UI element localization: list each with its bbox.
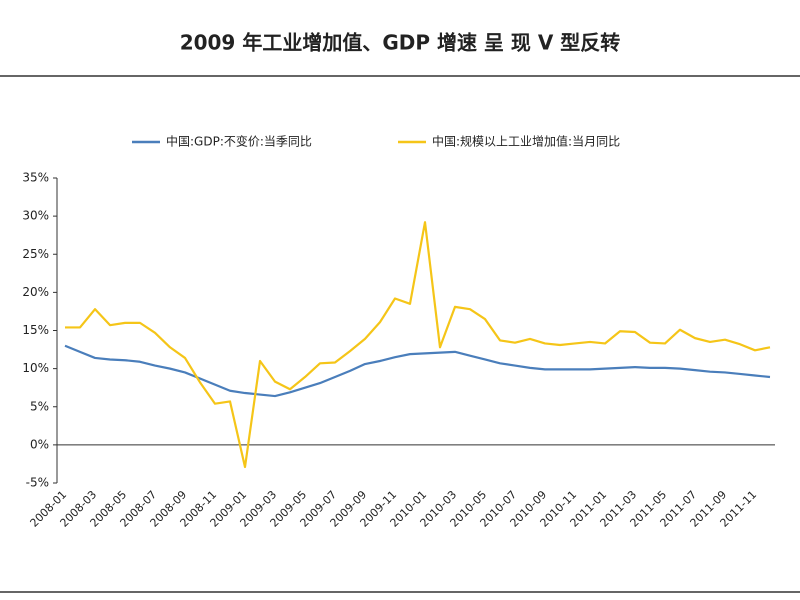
y-tick-label: 30% [22, 209, 49, 223]
y-tick-label: 25% [22, 247, 49, 261]
y-tick-label: 15% [22, 323, 49, 337]
y-tick-label: 5% [30, 399, 49, 413]
y-tick-label: 20% [22, 285, 49, 299]
series-line [64, 344, 771, 398]
y-tick-label: 35% [22, 171, 49, 185]
y-tick-label: -5% [26, 476, 49, 490]
legend-label: 中国:规模以上工业增加值:当月同比 [432, 134, 620, 149]
chart-title: 2009 年工业增加值、GDP 增速 呈 现 V 型反转 [180, 31, 621, 55]
series-line [65, 221, 771, 469]
y-tick-label: 10% [22, 361, 49, 375]
y-tick-label: 0% [30, 437, 49, 451]
legend-label: 中国:GDP:不变价:当季同比 [166, 134, 312, 149]
